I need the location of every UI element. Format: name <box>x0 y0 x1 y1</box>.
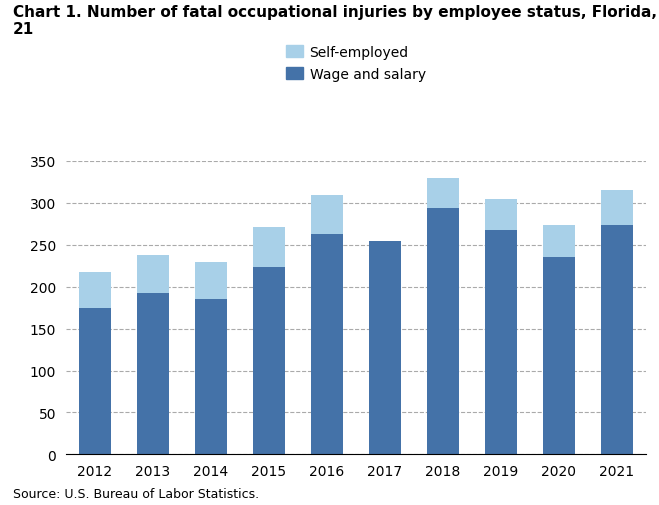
Bar <box>485 230 517 454</box>
Bar <box>137 293 169 454</box>
Bar <box>427 209 459 454</box>
Legend: Self-employed, Wage and salary: Self-employed, Wage and salary <box>286 45 426 82</box>
Bar <box>601 226 633 454</box>
Bar <box>311 196 343 234</box>
Bar <box>79 308 111 454</box>
Bar <box>137 256 169 293</box>
Bar <box>427 178 459 209</box>
Bar <box>195 299 227 454</box>
Text: Source: U.S. Bureau of Labor Statistics.: Source: U.S. Bureau of Labor Statistics. <box>13 487 259 500</box>
Bar <box>253 228 285 267</box>
Bar <box>79 273 111 308</box>
Bar <box>253 267 285 454</box>
Bar <box>311 234 343 454</box>
Bar <box>543 225 575 258</box>
Text: Chart 1. Number of fatal occupational injuries by employee status, Florida, 2012: Chart 1. Number of fatal occupational in… <box>13 5 659 37</box>
Bar <box>485 199 517 230</box>
Bar <box>195 263 227 299</box>
Bar <box>369 241 401 454</box>
Bar <box>543 258 575 454</box>
Bar <box>601 191 633 226</box>
